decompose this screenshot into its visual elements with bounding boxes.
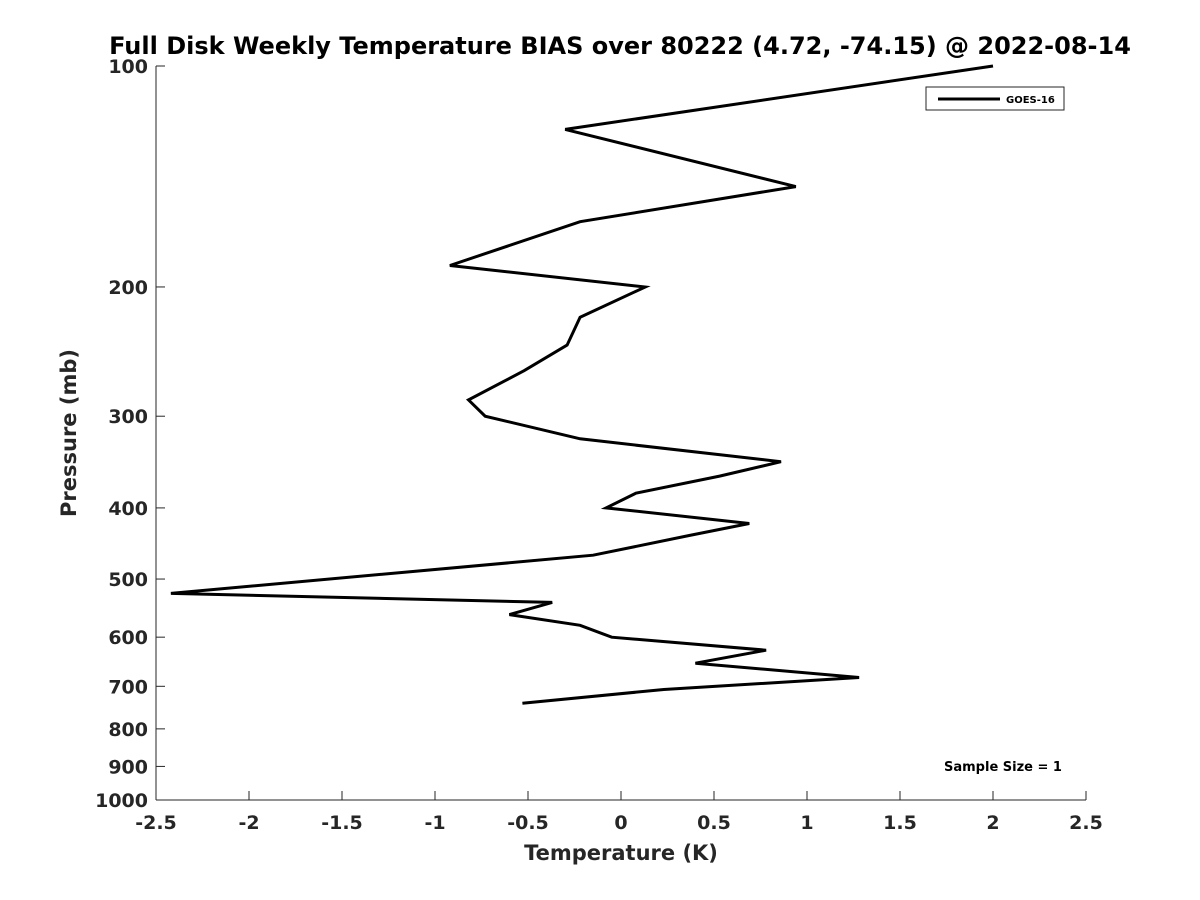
y-tick-label: 1000: [95, 790, 148, 812]
y-tick-label: 200: [108, 277, 148, 299]
x-tick-label: 2.5: [1069, 812, 1103, 834]
x-ticks: -2.5 -2 -1.5 -1 -0.5 0 0.5 1 1.5 2 2.5: [135, 791, 1103, 834]
y-tick-label: 600: [108, 627, 148, 649]
x-tick-label: -1.5: [321, 812, 363, 834]
sample-size-annotation: Sample Size = 1: [944, 760, 1062, 775]
series-line-goes-16: [170, 64, 994, 705]
x-tick-label: 0: [614, 812, 627, 834]
x-tick-label: 2: [986, 812, 999, 834]
chart-title: Full Disk Weekly Temperature BIAS over 8…: [109, 32, 1131, 60]
legend: GOES-16: [925, 86, 1065, 111]
y-tick-label: 400: [108, 498, 148, 520]
y-tick-label: 800: [108, 719, 148, 741]
x-tick-label: -2: [238, 812, 259, 834]
x-tick-label: -2.5: [135, 812, 177, 834]
x-tick-label: 1.5: [883, 812, 917, 834]
y-tick-label: 900: [108, 756, 148, 778]
y-tick-label: 500: [108, 569, 148, 591]
y-tick-label: 700: [108, 676, 148, 698]
x-tick-label: -1: [424, 812, 445, 834]
y-tick-label: 300: [108, 406, 148, 428]
legend-label-goes-16: GOES-16: [1006, 95, 1055, 106]
y-tick-label: 100: [108, 56, 148, 78]
plot-area: -2.5 -2 -1.5 -1 -0.5 0 0.5 1 1.5 2 2.5 100 200 300 40…: [95, 56, 1103, 834]
y-axis-label: Pressure (mb): [57, 349, 81, 517]
x-axis-label: Temperature (K): [524, 841, 718, 865]
x-tick-label: 1: [800, 812, 813, 834]
y-ticks: 100 200 300 400 500 600 700 800 900 1000: [95, 56, 165, 812]
series-layer: [170, 64, 994, 705]
x-tick-label: 0.5: [697, 812, 731, 834]
x-tick-label: -0.5: [507, 812, 549, 834]
